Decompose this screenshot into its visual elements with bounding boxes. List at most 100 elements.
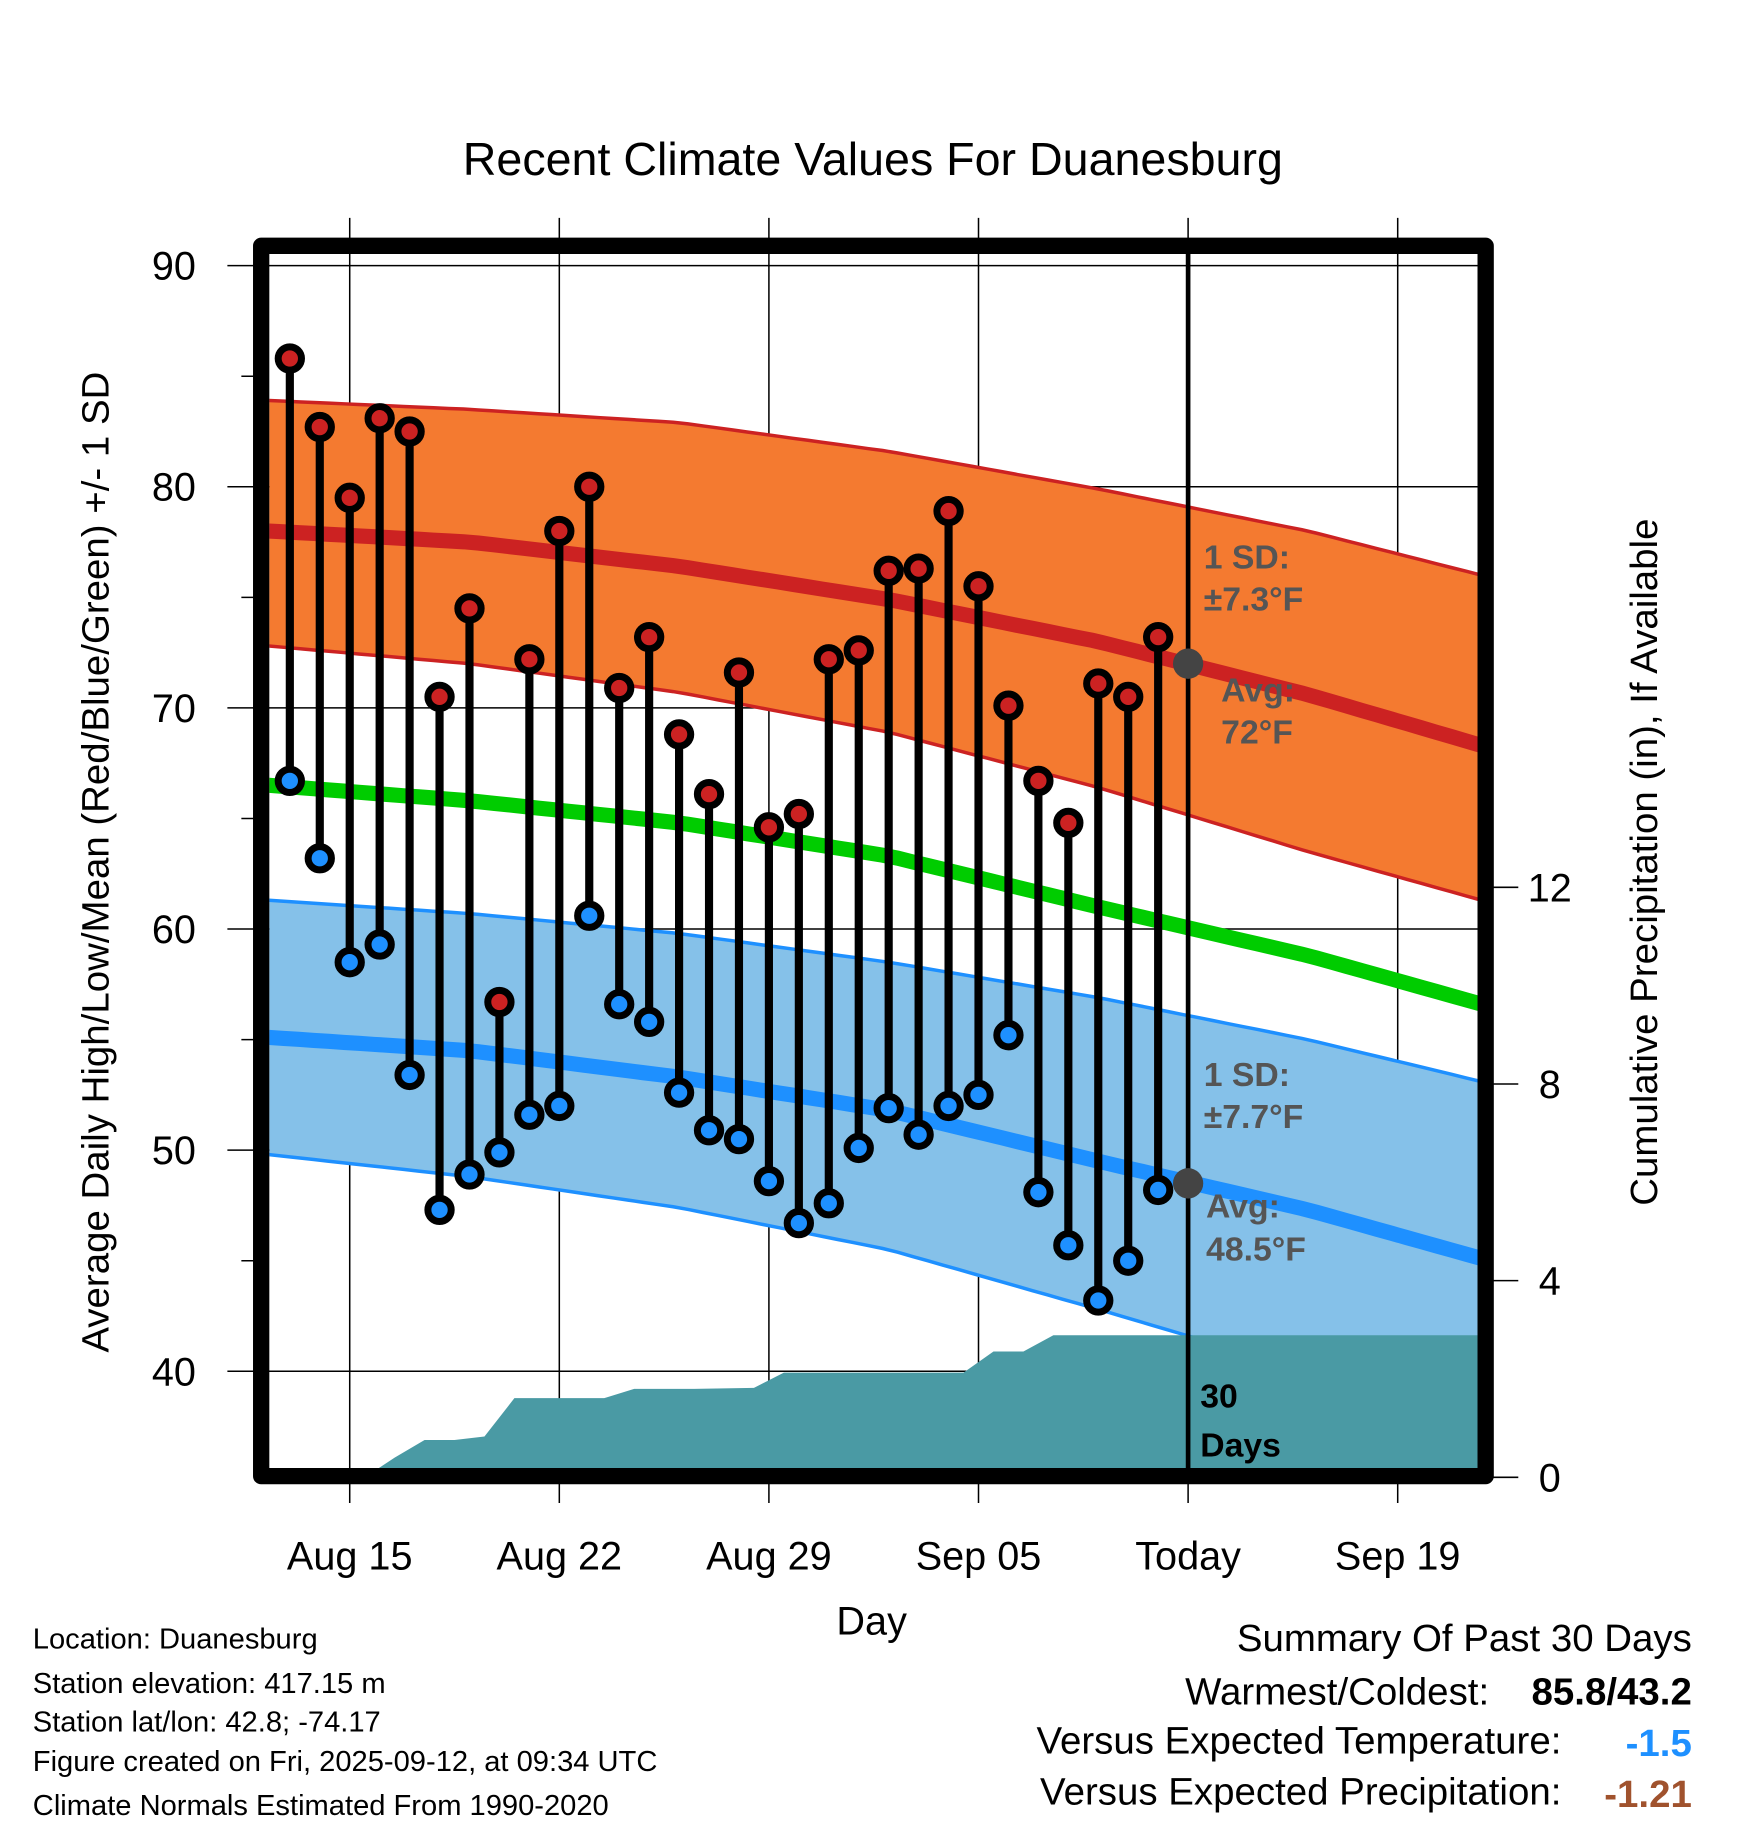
daily-low-point (783, 1207, 814, 1239)
daily-low-point (424, 1194, 455, 1226)
days-count: 30 (1200, 1377, 1238, 1415)
daily-low-point (873, 1092, 904, 1124)
daily-low-point (1113, 1245, 1144, 1276)
y-tick-label: 60 (152, 908, 196, 952)
daily-low-point (484, 1137, 515, 1168)
low-sd-value: ±7.7°F (1204, 1098, 1304, 1136)
x-tick-label: Today (1135, 1534, 1241, 1578)
daily-low-point (514, 1099, 545, 1130)
today-high-normal-marker (1172, 648, 1204, 679)
high-normal-line (269, 523, 1478, 753)
footer-location: Location: Duanesburg (33, 1624, 318, 1656)
daily-high-point (723, 657, 755, 688)
high-sd-band (269, 400, 1478, 900)
y-tick-label: 40 (152, 1350, 196, 1394)
daily-high-point (993, 690, 1024, 721)
y2-tick-label: 8 (1539, 1063, 1561, 1107)
low-avg-value: 48.5°F (1206, 1231, 1306, 1269)
y-axis-label: Average Daily High/Low/Mean (Red/Blue/Gr… (75, 372, 118, 1353)
daily-high-point (364, 403, 395, 434)
y-tick-label: 80 (152, 466, 196, 510)
footer-latlon: Station lat/lon: 42.8; -74.17 (33, 1706, 381, 1738)
daily-low-point (1023, 1177, 1054, 1208)
daily-low-point (1053, 1230, 1084, 1261)
daily-high-point (604, 672, 635, 704)
daily-high-point (873, 555, 904, 586)
daily-low-point (693, 1115, 725, 1146)
y-tick-label: 70 (152, 687, 196, 731)
daily-low-point (574, 900, 605, 931)
daily-low-point (903, 1119, 934, 1150)
high-sd-value: ±7.3°F (1204, 580, 1304, 618)
daily-low-point (933, 1090, 964, 1122)
daily-low-point (993, 1020, 1024, 1051)
y2-axis-label: Cumulative Precipitation (in), If Availa… (1623, 519, 1666, 1206)
daily-low-point (663, 1077, 695, 1108)
low-sd-label: 1 SD: (1204, 1056, 1290, 1094)
y-tick-label: 90 (152, 245, 196, 289)
daily-high-point (663, 719, 695, 750)
summary-precip-value: -1.21 (1604, 1773, 1692, 1816)
summary-precip-label: Versus Expected Precipitation: (1040, 1771, 1561, 1814)
daily-high-point (933, 495, 964, 527)
chart-title: Recent Climate Values For Duanesburg (463, 133, 1283, 185)
footer-created: Figure created on Fri, 2025-09-12, at 09… (33, 1746, 658, 1778)
summary-temp-value: -1.5 (1626, 1722, 1692, 1765)
daily-low-point (1083, 1285, 1114, 1316)
summary-title: Summary Of Past 30 Days (1237, 1617, 1692, 1660)
daily-low-point (274, 765, 305, 797)
daily-high-point (633, 621, 665, 653)
low-sd-band (269, 900, 1478, 1426)
daily-high-point (693, 778, 725, 810)
precipitation-area (378, 1335, 1478, 1468)
daily-low-point (723, 1123, 755, 1155)
daily-high-point (274, 343, 305, 374)
daily-high-point (1113, 681, 1144, 712)
daily-high-point (544, 515, 575, 547)
daily-low-point (604, 989, 635, 1020)
daily-high-point (424, 681, 455, 712)
daily-low-point (334, 947, 365, 978)
daily-high-point (963, 571, 994, 602)
daily-high-point (334, 482, 365, 513)
high-avg-label: Avg: (1221, 671, 1295, 709)
daily-high-point (514, 644, 545, 675)
daily-high-point (783, 798, 814, 830)
plot-area (269, 251, 1478, 1468)
summary-temp-label: Versus Expected Temperature: (1036, 1719, 1561, 1762)
daily-high-point (843, 635, 874, 666)
axes: Aug 15 Aug 22 Aug 29 Sep 05 Today Sep 1990807… (152, 245, 1572, 1579)
plot-frame (253, 237, 1494, 1485)
y-tick-label: 50 (152, 1129, 196, 1173)
daily-high-point (903, 553, 934, 584)
x-axis-label: Day (836, 1600, 907, 1644)
y2-tick-label: 0 (1539, 1456, 1561, 1500)
x-tick-label: Sep 05 (916, 1534, 1042, 1578)
summary: Summary Of Past 30 Days Warmest/Coldest:… (1036, 1617, 1691, 1816)
high-avg-value: 72°F (1221, 713, 1293, 751)
low-avg-label: Avg: (1206, 1188, 1280, 1226)
high-sd-band-upper-edge (269, 398, 1478, 576)
summary-warmest-value: 85.8/43.2 (1532, 1671, 1692, 1714)
x-tick-label: Aug 15 (287, 1534, 413, 1578)
daily-high-point (1143, 621, 1174, 653)
daily-high-point (813, 644, 844, 675)
daily-high-point (454, 593, 485, 624)
x-tick-label: Aug 22 (497, 1534, 623, 1578)
footer-info: Location: Duanesburg Station elevation: … (33, 1624, 658, 1823)
daily-low-point (304, 843, 335, 874)
daily-high-point (753, 812, 785, 843)
daily-low-point (1143, 1174, 1174, 1206)
x-tick-label: Aug 29 (706, 1534, 832, 1578)
daily-low-point (454, 1159, 485, 1190)
footer-elevation: Station elevation: 417.15 m (33, 1668, 386, 1700)
daily-low-point (364, 929, 395, 960)
daily-low-point (813, 1188, 844, 1219)
daily-low-point (394, 1059, 425, 1091)
daily-low-point (753, 1165, 785, 1197)
daily-high-point (394, 416, 425, 447)
x-tick-label: Sep 19 (1335, 1534, 1461, 1578)
daily-low-point (544, 1090, 575, 1122)
daily-high-point (1053, 807, 1084, 839)
